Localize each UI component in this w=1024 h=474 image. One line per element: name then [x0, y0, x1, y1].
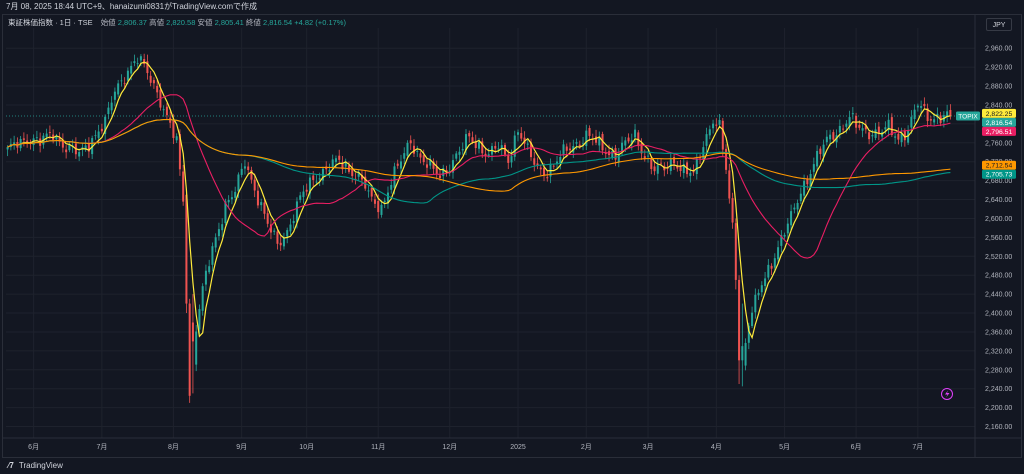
- currency-button[interactable]: JPY: [986, 18, 1012, 31]
- open-label: 始値: [100, 18, 116, 27]
- close-label: 終値: [245, 18, 261, 27]
- ohlc-legend: 東証株価指数 · 1日 · TSE 始値 2,806.37 高値 2,820.5…: [8, 17, 346, 28]
- symbol-name[interactable]: 東証株価指数 · 1日 · TSE: [8, 18, 93, 27]
- chart-frame: [2, 14, 1022, 458]
- open-value: 2,806.37: [117, 18, 147, 27]
- high-label: 高値: [149, 18, 165, 27]
- low-value: 2,805.41: [214, 18, 244, 27]
- low-label: 安値: [197, 18, 213, 27]
- brand-name[interactable]: TradingView: [18, 461, 63, 470]
- footer: ⁄7 TradingView: [0, 458, 1024, 474]
- tv-logo-icon: ⁄7: [8, 461, 14, 470]
- caption-text: 7月 08, 2025 18:44 UTC+9、hanaizumi0831がTr…: [6, 2, 258, 11]
- high-value: 2,820.58: [166, 18, 196, 27]
- close-value: 2,816.54: [262, 18, 293, 27]
- chart-caption: 7月 08, 2025 18:44 UTC+9、hanaizumi0831がTr…: [0, 0, 1024, 14]
- change-value: +4.82 (+0.17%): [294, 18, 346, 27]
